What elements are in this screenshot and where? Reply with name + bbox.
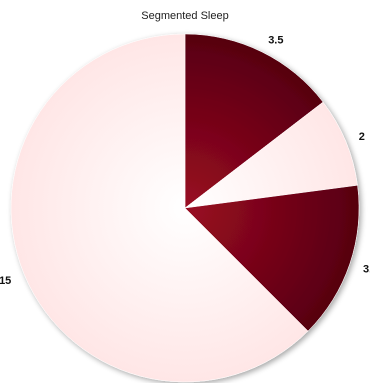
pie-slices — [10, 33, 360, 383]
pie-slice-1 — [184, 33, 324, 209]
pie-slice-4 — [10, 33, 309, 383]
pie-slice-3 — [184, 185, 360, 332]
slice-label-4: 15 — [0, 275, 11, 287]
slice-label-1: 3.5 — [268, 34, 283, 46]
pie-labels: 3.5 2 3.5 15 — [0, 34, 370, 287]
slice-label-3: 3.5 — [363, 263, 370, 275]
pie-slice-2 — [184, 101, 358, 209]
chart-title: Segmented Sleep — [141, 10, 228, 22]
slice-label-2: 2 — [359, 131, 365, 143]
